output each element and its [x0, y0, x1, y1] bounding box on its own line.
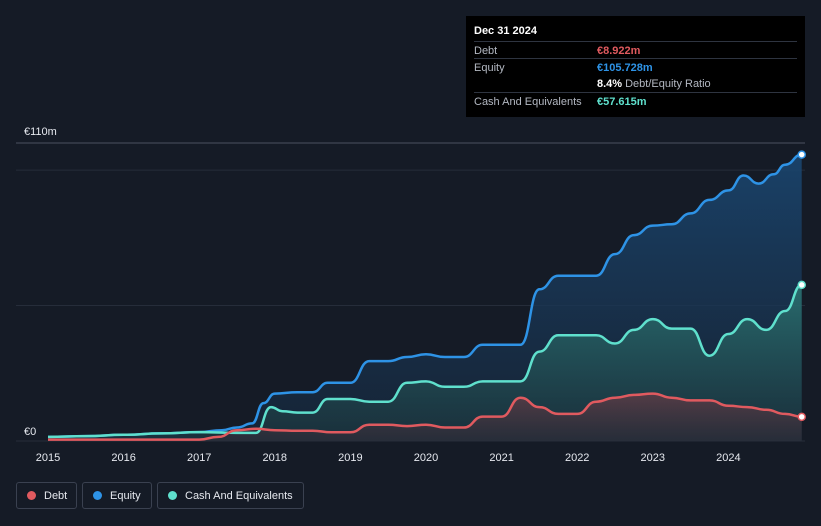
legend-debt-label: Debt — [44, 489, 68, 502]
series-lines — [47, 153, 803, 441]
cash-endpoint — [797, 280, 806, 290]
x-tick-label: 2016 — [111, 452, 135, 464]
x-tick-label: 2021 — [489, 452, 513, 464]
x-tick-label: 2020 — [414, 452, 438, 464]
tooltip-cash-value: €57.615m — [597, 96, 647, 108]
tooltip-row-equity: Equity €105.728m — [474, 58, 797, 76]
equity-endpoint — [797, 150, 806, 159]
equity-line — [47, 153, 802, 439]
x-axis-ticks: 2015 2016 2017 2018 2019 2020 2021 2022 2023 2024 — [36, 452, 741, 464]
debt-area — [48, 393, 802, 441]
tooltip-date: Dec 31 2024 — [474, 25, 537, 37]
legend-cash[interactable]: Cash And Equivalents — [157, 482, 304, 509]
x-tick-label: 2023 — [641, 452, 665, 464]
tooltip-row-ratio: 8.4% Debt/Equity Ratio — [474, 75, 797, 92]
legend-equity[interactable]: Equity — [82, 482, 152, 509]
legend-equity-label: Equity — [110, 489, 141, 502]
tooltip-row-debt: Debt €8.922m — [474, 41, 797, 59]
cash-dot-icon — [168, 491, 177, 500]
x-tick-label: 2018 — [263, 452, 287, 464]
debt-line — [48, 392, 802, 441]
tooltip-debt-label: Debt — [474, 45, 498, 57]
legend-cash-label: Cash And Equivalents — [185, 489, 293, 502]
tooltip-ratio-value: 8.4% — [597, 78, 623, 90]
tooltip-debt-value: €8.922m — [597, 45, 641, 57]
tooltip-ratio-value-wrap: 8.4% Debt/Equity Ratio — [597, 78, 711, 90]
tooltip-equity-value: €105.728m — [597, 62, 653, 74]
x-tick-label: 2017 — [187, 452, 211, 464]
cash-line — [47, 283, 803, 439]
y-axis-bottom-label: €0 — [24, 426, 36, 438]
tooltip-row-cash: Cash And Equivalents €57.615m — [474, 92, 797, 110]
tooltip-cash-label: Cash And Equivalents — [474, 96, 582, 108]
legend-debt[interactable]: Debt — [16, 482, 77, 509]
x-tick-label: 2019 — [338, 452, 362, 464]
tooltip-ratio-label: Debt/Equity Ratio — [625, 78, 711, 90]
series-endpoints — [797, 150, 806, 422]
equity-dot-icon — [93, 491, 102, 500]
debt-endpoint — [797, 412, 806, 422]
tooltip-equity-label: Equity — [474, 62, 505, 74]
debt-dot-icon — [27, 491, 36, 500]
series-areas — [48, 154, 802, 441]
x-tick-label: 2022 — [565, 452, 589, 464]
tooltip: Dec 31 2024 Debt €8.922m Equity €105.728… — [466, 16, 805, 117]
x-tick-label: 2015 — [36, 452, 60, 464]
y-axis-top-label: €110m — [24, 126, 57, 138]
x-tick-label: 2024 — [716, 452, 740, 464]
